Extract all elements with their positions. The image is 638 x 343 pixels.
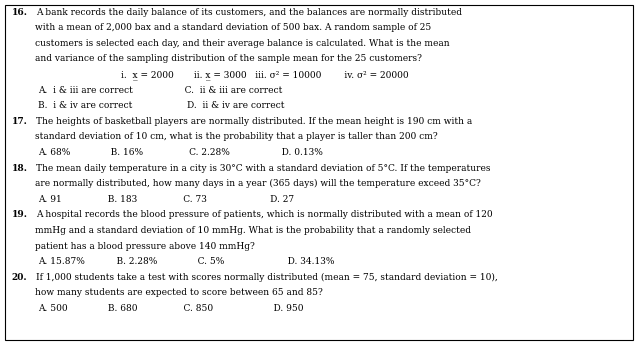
Text: A. 68%              B. 16%                C. 2.28%                  D. 0.13%: A. 68% B. 16% C. 2.28% D. 0.13%	[38, 148, 323, 157]
Text: A.  i & iii are correct                  C.  ii & iii are correct: A. i & iii are correct C. ii & iii are c…	[38, 85, 283, 95]
Text: mmHg and a standard deviation of 10 mmHg. What is the probability that a randoml: mmHg and a standard deviation of 10 mmHg…	[35, 226, 471, 235]
Text: 18.: 18.	[11, 164, 27, 173]
Text: 20.: 20.	[11, 273, 27, 282]
Text: A. 500              B. 680                C. 850                     D. 950: A. 500 B. 680 C. 850 D. 950	[38, 304, 304, 313]
Text: If 1,000 students take a test with scores normally distributed (mean = 75, stand: If 1,000 students take a test with score…	[36, 273, 498, 282]
Text: with a mean of 2,000 bax and a standard deviation of 500 bax. A random sample of: with a mean of 2,000 bax and a standard …	[35, 23, 431, 32]
Text: 17.: 17.	[11, 117, 27, 126]
Text: i.  x̲ = 2000       ii. x̲ = 3000   iii. σ² = 10000        iv. σ² = 20000: i. x̲ = 2000 ii. x̲ = 3000 iii. σ² = 100…	[121, 70, 409, 80]
Text: 16.: 16.	[11, 8, 27, 16]
Text: are normally distributed, how many days in a year (365 days) will the temperatur: are normally distributed, how many days …	[35, 179, 481, 188]
Text: and variance of the sampling distribution of the sample mean for the 25 customer: and variance of the sampling distributio…	[35, 54, 422, 63]
Text: 19.: 19.	[11, 210, 27, 220]
Text: how many students are expected to score between 65 and 85?: how many students are expected to score …	[35, 288, 323, 297]
Text: A. 91                B. 183                C. 73                      D. 27: A. 91 B. 183 C. 73 D. 27	[38, 195, 294, 204]
Text: B.  i & iv are correct                   D.  ii & iv are correct: B. i & iv are correct D. ii & iv are cor…	[38, 101, 285, 110]
Text: A. 15.87%           B. 2.28%              C. 5%                      D. 34.13%: A. 15.87% B. 2.28% C. 5% D. 34.13%	[38, 257, 335, 266]
Text: customers is selected each day, and their average balance is calculated. What is: customers is selected each day, and thei…	[35, 39, 450, 48]
Text: A hospital records the blood pressure of patients, which is normally distributed: A hospital records the blood pressure of…	[36, 210, 493, 220]
Text: The mean daily temperature in a city is 30°C with a standard deviation of 5°C. I: The mean daily temperature in a city is …	[36, 164, 490, 173]
Text: standard deviation of 10 cm, what is the probability that a player is taller tha: standard deviation of 10 cm, what is the…	[35, 132, 438, 141]
Text: The heights of basketball players are normally distributed. If the mean height i: The heights of basketball players are no…	[36, 117, 472, 126]
Text: patient has a blood pressure above 140 mmHg?: patient has a blood pressure above 140 m…	[35, 241, 255, 251]
Text: A bank records the daily balance of its customers, and the balances are normally: A bank records the daily balance of its …	[36, 8, 462, 16]
